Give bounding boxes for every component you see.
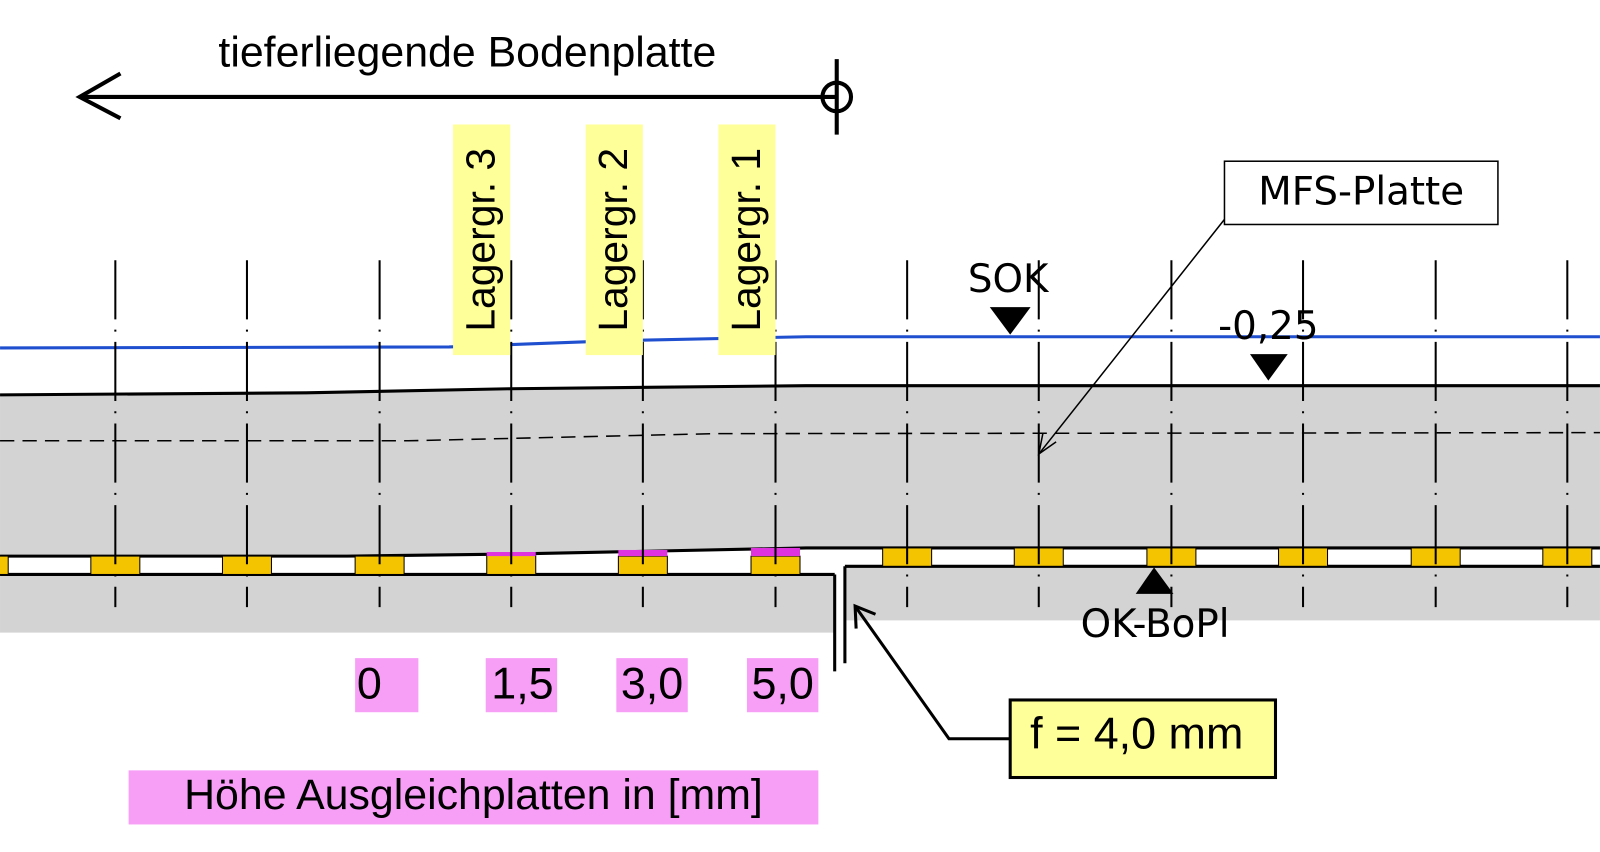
- deflection-box: [1008, 698, 1278, 780]
- shim-height: 1,5: [491, 658, 553, 709]
- level-marker: [989, 307, 1031, 335]
- shim-height: 0: [357, 658, 382, 709]
- shape: [853, 603, 877, 629]
- shape: [0, 555, 9, 575]
- callout-box: [1223, 160, 1499, 226]
- bearing-group-label: Lagergr. 3: [457, 148, 503, 332]
- label-bg: [746, 658, 819, 713]
- shape: [1037, 433, 1057, 456]
- bearing-group-label: Lagergr. 2: [590, 148, 636, 332]
- label-bg: [585, 124, 643, 356]
- label-bg: [355, 658, 419, 713]
- ok-bopl-label: OK-BoPl: [1081, 602, 1230, 647]
- deflection-label: f = 4,0 mm: [1030, 708, 1243, 759]
- shim-height: 3,0: [621, 658, 683, 709]
- label-bg: [616, 658, 688, 713]
- lower-slab-right: [844, 566, 1600, 621]
- label-bg: [453, 124, 511, 356]
- level-label: -0,25: [1218, 304, 1318, 349]
- plate-label: MFS-Platte: [1258, 169, 1464, 214]
- shape: [853, 605, 1011, 741]
- shape: [75, 71, 122, 121]
- upper-slab: [0, 385, 1600, 557]
- dashed-line: [0, 431, 1600, 442]
- sok-label: SOK: [968, 257, 1050, 302]
- blue-line: [0, 335, 1600, 350]
- shape: [1038, 218, 1226, 455]
- title: tieferliegende Bodenplatte: [218, 28, 716, 76]
- extent-arrow: [75, 59, 854, 135]
- level-marker: [1135, 567, 1174, 594]
- lower-slab-left: [0, 574, 835, 633]
- label-bg: [718, 124, 776, 356]
- bearing-group-label: Lagergr. 1: [723, 148, 769, 332]
- deflection-leader: [853, 603, 1011, 741]
- callout-leader: [1037, 218, 1226, 456]
- label-bg: [485, 658, 558, 713]
- shim-height: 5,0: [751, 658, 813, 709]
- legend-bg: [128, 770, 819, 825]
- level-marker: [1249, 354, 1288, 381]
- legend-label: Höhe Ausgleichplatten in [mm]: [184, 771, 763, 819]
